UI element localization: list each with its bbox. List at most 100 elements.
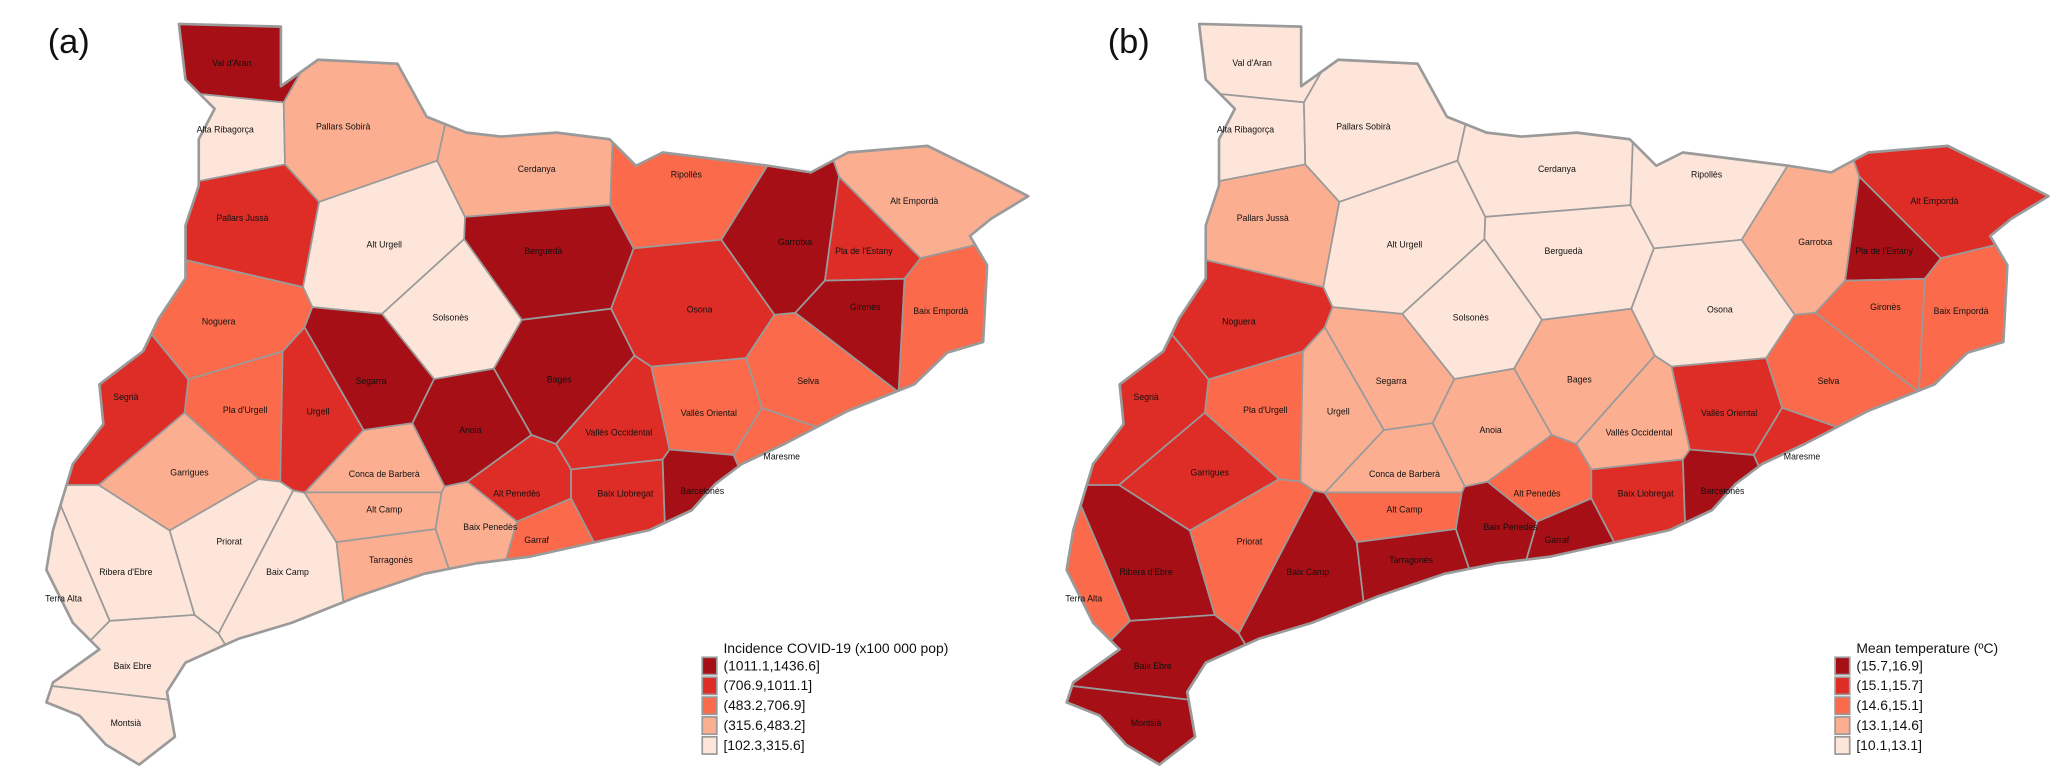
legend-entry: (13.1,14.6] <box>1856 717 1923 733</box>
legend-swatch <box>1834 735 1851 755</box>
comarca-montsia <box>46 684 321 765</box>
comarca-label: Baix Empordà <box>913 306 968 316</box>
legend-entry: (706.9,1011.1] <box>723 677 812 693</box>
comarca-label: Garrigues <box>1191 467 1230 477</box>
map-incidence: (a) Val d'Aran Alta Ribagorça Pallars Sobi… <box>45 22 1030 766</box>
comarca-label: Cerdanya <box>518 164 556 174</box>
comarca-baix-emporda <box>897 230 1029 574</box>
comarca-label: Alt Camp <box>1387 505 1423 515</box>
comarca-label: Baix Camp <box>1286 567 1329 577</box>
comarca-label: Pla de l'Estany <box>835 246 893 256</box>
comarca-label: Selva <box>1818 376 1840 386</box>
legend-swatch <box>1834 656 1851 676</box>
comarca-label: Garrotxa <box>1798 237 1832 247</box>
comarca-label: Segarra <box>355 376 386 386</box>
comarca-label: Ripollès <box>671 169 703 179</box>
comarca-label: Vallès Occidental <box>585 428 652 438</box>
comarca-label: Noguera <box>202 316 236 326</box>
comarca-label: Tarragonès <box>1389 555 1433 565</box>
comarca-label: Segarra <box>1376 376 1407 386</box>
comarca-cerdanya <box>436 23 618 218</box>
comarca-label: Conca de Barberà <box>349 469 420 479</box>
comarca-label: Priorat <box>1237 536 1263 546</box>
comarca-label: Selva <box>797 376 819 386</box>
comarca-label: Tarragonès <box>369 555 413 565</box>
comarca-label: Bages <box>1567 375 1592 385</box>
legend-title: Mean temperature (ºC) <box>1856 640 1998 656</box>
comarca-label: Osona <box>1707 304 1733 314</box>
legend-entry: (483.2,706.9] <box>723 697 805 713</box>
comarca-label: Anoia <box>1479 425 1501 435</box>
legend-entry: (15.7,16.9] <box>1856 657 1923 673</box>
comarca-label: Barcelonès <box>1701 486 1745 496</box>
comarca-label: Segrià <box>113 392 138 402</box>
comarca-label: Pallars Sobirà <box>316 122 371 132</box>
comarca-label: Vallès Oriental <box>1701 408 1757 418</box>
comarca-label: Berguedà <box>524 246 562 256</box>
legend-swatch <box>701 656 718 676</box>
comarca-label: Baix Llobregat <box>597 489 653 499</box>
comarca-label: Montsià <box>111 718 142 728</box>
legend: Mean temperature (ºC) (15.7,16.9] (15.1,1… <box>1834 640 1998 755</box>
comarca-pallars-jussa <box>46 163 320 288</box>
comarca-label: Pallars Jussà <box>216 213 268 223</box>
comarca-label: Baix Ebre <box>114 661 152 671</box>
comarca-label: Garraf <box>524 535 549 545</box>
comarca-label: Priorat <box>216 536 242 546</box>
comarca-label: Conca de Barberà <box>1369 469 1440 479</box>
comarca-label: Bages <box>547 375 572 385</box>
comarca-label: Vallès Occidental <box>1606 428 1673 438</box>
comarca-val-d-aran <box>1066 23 1352 104</box>
comarca-label: Val d'Aran <box>1232 58 1272 68</box>
comarca-label: Alta Ribagorça <box>1217 124 1274 134</box>
comarca-maresme <box>732 406 1029 765</box>
comarca-label: Noguera <box>1222 316 1256 326</box>
comarca-label: Montsià <box>1131 718 1162 728</box>
comarca-label: Solsonès <box>1453 312 1490 322</box>
legend-swatch <box>1834 696 1851 716</box>
comarca-label: Gironès <box>850 302 881 312</box>
comarca-label: Garrotxa <box>778 237 812 247</box>
comarca-label: Baix Llobregat <box>1618 489 1674 499</box>
legend-swatch <box>1834 676 1851 696</box>
catalonia-outline <box>1065 22 2050 766</box>
legend-swatch <box>701 696 718 716</box>
comarca-label: Ripollès <box>1691 169 1723 179</box>
comarca-label: Pla d'Urgell <box>1243 405 1287 415</box>
comarca-label: Barcelonès <box>680 486 724 496</box>
comarca-label: Baix Penedès <box>463 522 518 532</box>
comarca-maresme <box>1752 406 2049 765</box>
comarca-label: Baix Ebre <box>1134 661 1172 671</box>
comarca-label: Alt Penedès <box>493 489 541 499</box>
comarca-label: Val d'Aran <box>212 58 252 68</box>
comarca-label: Baix Penedès <box>1484 522 1539 532</box>
legend-entry: (14.6,15.1] <box>1856 697 1923 713</box>
comarca-label: Gironès <box>1870 302 1901 312</box>
comarca-label: Baix Camp <box>266 567 309 577</box>
panel-label: (b) <box>1108 23 1150 61</box>
comarca-label: Anoia <box>459 425 481 435</box>
comarca-label: Pla de l'Estany <box>1855 246 1913 256</box>
comarca-label: Alt Empordà <box>1910 196 1958 206</box>
legend-entry: (1011.1,1436.6] <box>723 657 819 673</box>
comarca-label: Alta Ribagorça <box>197 124 254 134</box>
legend-swatch <box>701 676 718 696</box>
panel-label: (a) <box>48 23 90 61</box>
comarca-label: Garraf <box>1544 535 1569 545</box>
legend-swatch <box>701 735 718 755</box>
comarca-label: Maresme <box>1784 452 1821 462</box>
legend-entry: (315.6,483.2] <box>723 717 805 733</box>
comarca-label: Urgell <box>1327 407 1350 417</box>
comarca-label: Pallars Jussà <box>1237 213 1289 223</box>
comarca-label: Terra Alta <box>1065 593 1102 603</box>
legend-entry: (15.1,15.7] <box>1856 677 1923 693</box>
legend-swatch <box>1834 716 1851 736</box>
legend-title: Incidence COVID-19 (x100 000 pop) <box>723 640 948 656</box>
legend-entry: [10.1,13.1] <box>1856 737 1922 753</box>
comarca-label: Alt Urgell <box>367 240 402 250</box>
comarca-montsia <box>1066 684 1341 765</box>
comarca-baix-emporda <box>1918 230 2049 574</box>
comarca-label: Pla d'Urgell <box>223 405 267 415</box>
comarca-label: Garrigues <box>170 467 209 477</box>
comarca-cerdanya <box>1456 23 1639 218</box>
